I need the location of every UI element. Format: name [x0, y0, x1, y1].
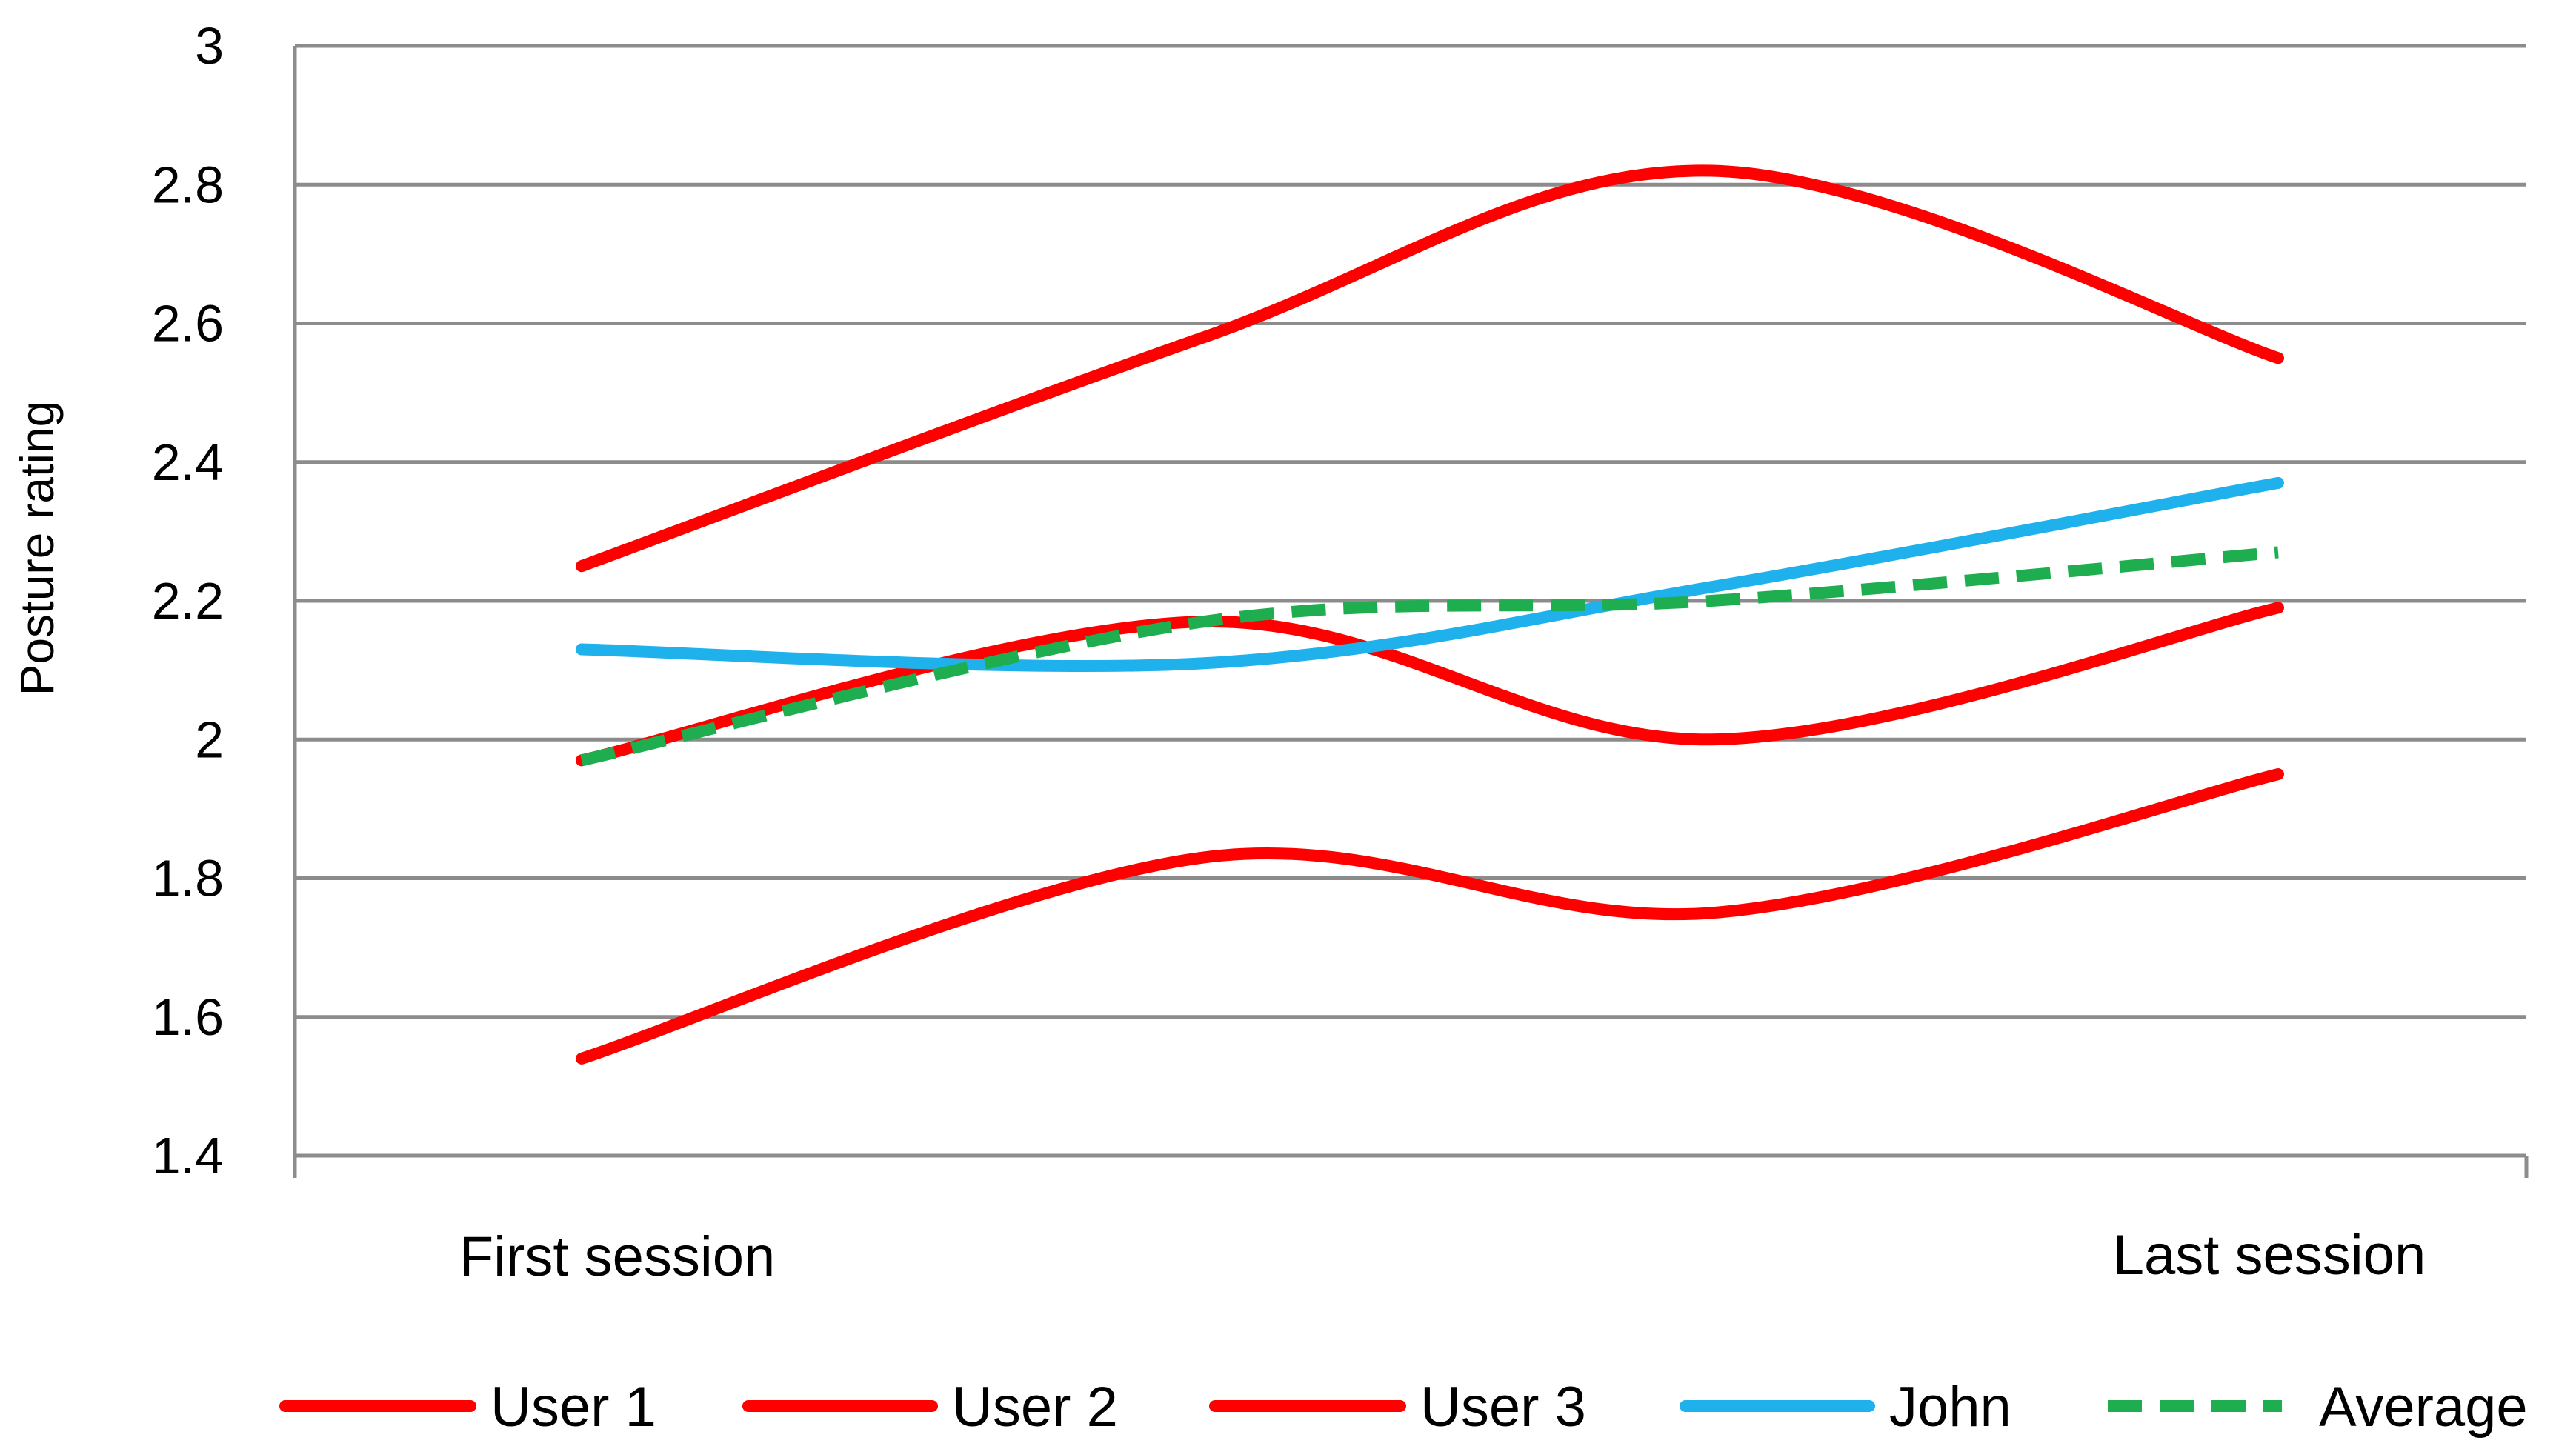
legend-label: User 3	[1420, 1376, 1586, 1439]
legend: User 1 User 2 User 3 John Average	[279, 1376, 2528, 1439]
series-line-average	[580, 546, 2279, 767]
y-axis-title: Posture rating	[10, 401, 64, 696]
y-tick-label: 1.6	[152, 988, 224, 1046]
legend-label: John	[1889, 1376, 2011, 1439]
legend-label: User 2	[952, 1376, 1118, 1439]
series-line-john	[576, 476, 2284, 673]
y-tick-label: 1.8	[152, 850, 224, 908]
y-tick-label: 2.2	[152, 572, 224, 630]
series-line-user-1	[576, 164, 2284, 573]
y-tick-labels: 1.4 1.6 1.8 2 2.2 2.4 2.6 2.8 3	[152, 17, 224, 1185]
x-tick-labels: First session Last session	[459, 1224, 2426, 1288]
series-line-user-2	[576, 602, 2284, 767]
x-tick-label-last: Last session	[2113, 1224, 2426, 1287]
y-tick-label: 2.8	[152, 156, 224, 213]
series-lines	[576, 164, 2284, 1065]
y-tick-label: 3	[195, 17, 224, 75]
y-tick-label: 1.4	[152, 1127, 224, 1185]
legend-label: User 1	[490, 1376, 656, 1439]
x-tick-label-first: First session	[459, 1225, 776, 1288]
y-tick-label: 2.4	[152, 433, 224, 491]
series-line-user-3	[576, 768, 2284, 1065]
legend-label: Average	[2319, 1376, 2528, 1439]
axes	[293, 46, 2529, 1178]
y-tick-label: 2	[195, 710, 224, 768]
y-tick-label: 2.6	[152, 295, 224, 353]
